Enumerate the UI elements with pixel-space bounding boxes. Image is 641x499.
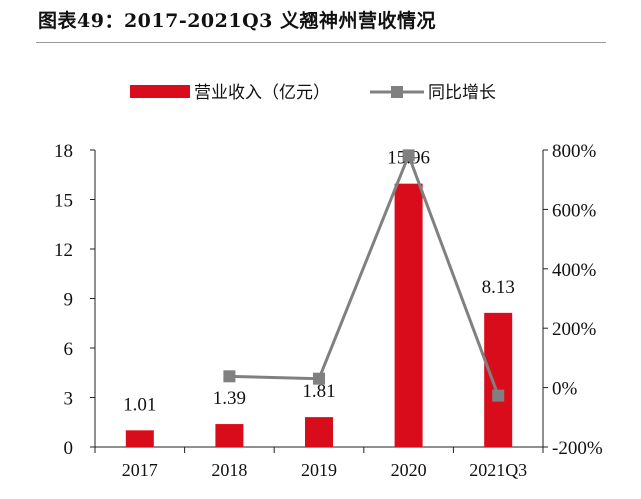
x-tick-label: 2018 — [211, 460, 247, 480]
x-tick-label: 2020 — [391, 460, 427, 480]
right-tick-label: 200% — [552, 319, 597, 340]
left-tick-label: 9 — [64, 290, 74, 311]
chart-title: 图表49：2017-2021Q3 义翘神州营收情况 — [38, 10, 436, 32]
bar-data-label: 8.13 — [482, 277, 515, 298]
bar-2020 — [394, 183, 423, 447]
left-tick-label: 3 — [64, 389, 74, 410]
bar-2019 — [305, 417, 333, 447]
bar-data-label: 1.81 — [302, 381, 335, 402]
legend-swatch-revenue — [130, 85, 190, 98]
bar-2018 — [215, 424, 244, 447]
x-tick-label: 2021Q3 — [469, 460, 527, 480]
right-tick-label: 0% — [552, 379, 578, 400]
title-divider — [36, 42, 606, 43]
bar-data-label: 1.39 — [213, 388, 246, 409]
growth-marker — [492, 389, 505, 402]
x-tick-label: 2017 — [122, 460, 158, 480]
bar-data-label: 1.01 — [123, 394, 156, 415]
right-tick-label: 600% — [552, 200, 597, 221]
left-tick-label: 6 — [64, 339, 74, 360]
legend-label-growth: 同比增长 — [428, 83, 496, 102]
right-tick-label: 800% — [552, 141, 597, 162]
left-tick-label: 15 — [54, 191, 73, 212]
growth-marker — [223, 370, 236, 383]
bar-2021Q3 — [484, 312, 513, 447]
x-tick-label: 2019 — [301, 460, 337, 480]
growth-marker — [402, 149, 415, 162]
legend-label-revenue: 营业收入（亿元） — [194, 83, 330, 102]
right-tick-label: 400% — [552, 260, 597, 281]
left-tick-label: 12 — [54, 240, 73, 261]
growth-marker — [313, 372, 325, 385]
right-tick-label: -200% — [552, 438, 603, 459]
legend-swatch-growth-marker — [391, 86, 403, 98]
growth-line — [229, 151, 500, 397]
bar-2017 — [125, 430, 154, 447]
left-tick-label: 18 — [54, 141, 73, 162]
left-tick-label: 0 — [64, 438, 74, 459]
